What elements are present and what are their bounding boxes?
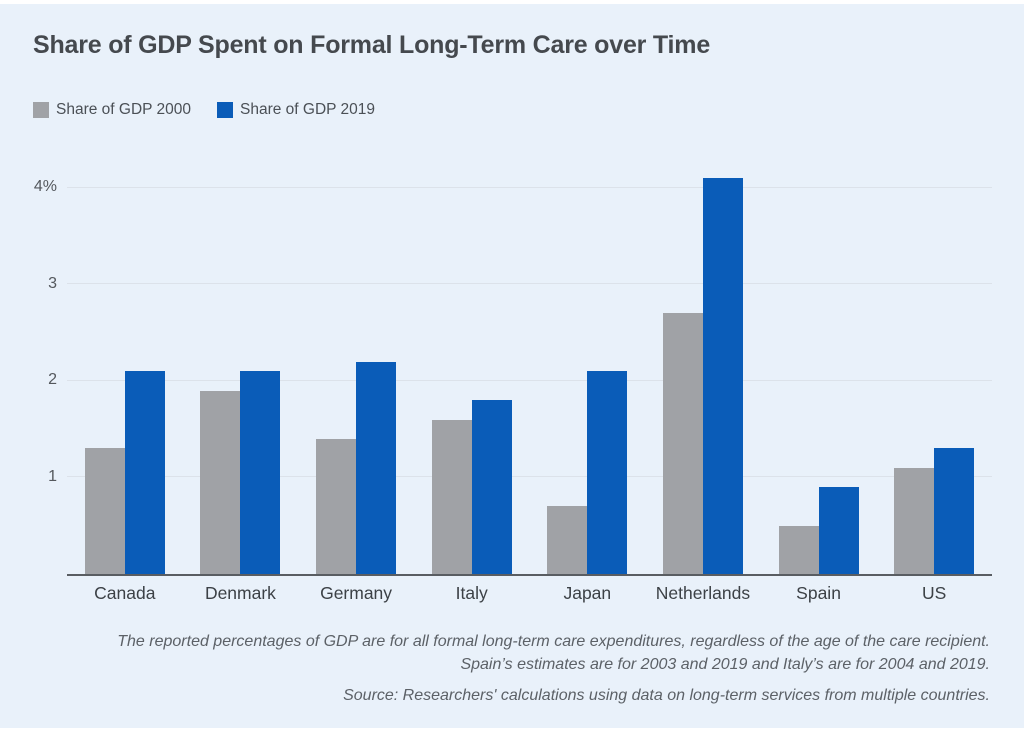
bar-germany-2019 [356, 361, 397, 574]
x-axis-labels: Canada Denmark Germany Italy Japan Netherland… [67, 583, 992, 604]
y-axis-tick-label-1: 1 [48, 467, 57, 485]
y-axis-tick-label-2: 2 [48, 371, 57, 389]
legend-item-2000: Share of GDP 2000 [33, 101, 191, 119]
y-axis-tick-label-3: 3 [48, 274, 57, 292]
gridline-4: 4% [34, 178, 992, 195]
x-axis-label-germany: Germany [320, 583, 393, 603]
chart-title: Share of GDP Spent on Formal Long-Term C… [33, 31, 711, 59]
bar-group-germany [298, 154, 414, 574]
bar-italy-2019 [471, 400, 512, 574]
x-axis-label-spain: Spain [796, 583, 841, 603]
legend: Share of GDP 2000 Share of GDP 2019 [33, 101, 375, 119]
x-axis-label-canada: Canada [94, 583, 156, 603]
bar-spain-2019 [818, 487, 859, 574]
legend-item-2019: Share of GDP 2019 [217, 101, 375, 119]
footnote-line-1: The reported percentages of GDP are for … [117, 633, 990, 650]
gridline-1: 1 [48, 468, 992, 485]
bar-netherlands-2019 [702, 178, 743, 574]
bar-us-2000 [894, 467, 935, 574]
bar-denmark-2019 [240, 371, 281, 574]
x-axis-label-netherlands: Netherlands [655, 583, 751, 603]
legend-swatch-2000 [33, 102, 49, 118]
x-axis-line [67, 574, 992, 576]
bar-canada-2019 [124, 371, 165, 574]
bar-us-2019 [934, 448, 975, 574]
bar-japan-2000 [547, 506, 588, 574]
bar-netherlands-2000 [662, 313, 703, 574]
bar-germany-2000 [316, 438, 357, 574]
x-axis-label-japan: Japan [563, 583, 612, 603]
bar-chart: 1 2 3 4% [34, 154, 992, 574]
bar-japan-2019 [587, 371, 628, 574]
bar-group-denmark [183, 154, 299, 574]
footnote-line-2: Spain’s estimates are for 2003 and 2019 … [460, 656, 990, 674]
bars-layer [67, 154, 992, 574]
bar-group-netherlands [645, 154, 761, 574]
gridline-2: 2 [48, 371, 992, 388]
legend-swatch-2019 [217, 102, 233, 118]
bar-group-japan [530, 154, 646, 574]
footnote-source: Source: Researchers' calculations using … [343, 687, 990, 705]
bar-canada-2000 [84, 448, 125, 574]
x-axis-label-us: US [922, 583, 947, 603]
bar-spain-2000 [778, 525, 819, 574]
x-axis-label-denmark: Denmark [204, 583, 276, 603]
legend-label-2019: Share of GDP 2019 [240, 101, 375, 118]
bar-denmark-2000 [200, 390, 241, 574]
footnotes: The reported percentages of GDP are for … [30, 630, 990, 707]
x-axis-label-italy: Italy [455, 583, 488, 603]
bar-italy-2000 [431, 419, 472, 574]
y-axis-tick-label-4: 4% [33, 178, 57, 196]
bar-group-italy [414, 154, 530, 574]
gridline-3: 3 [48, 275, 992, 292]
bar-group-canada [67, 154, 183, 574]
bar-group-spain [761, 154, 877, 574]
bar-group-us [876, 154, 992, 574]
legend-label-2000: Share of GDP 2000 [56, 101, 191, 118]
figure-panel: Share of GDP Spent on Formal Long-Term C… [0, 4, 1024, 728]
